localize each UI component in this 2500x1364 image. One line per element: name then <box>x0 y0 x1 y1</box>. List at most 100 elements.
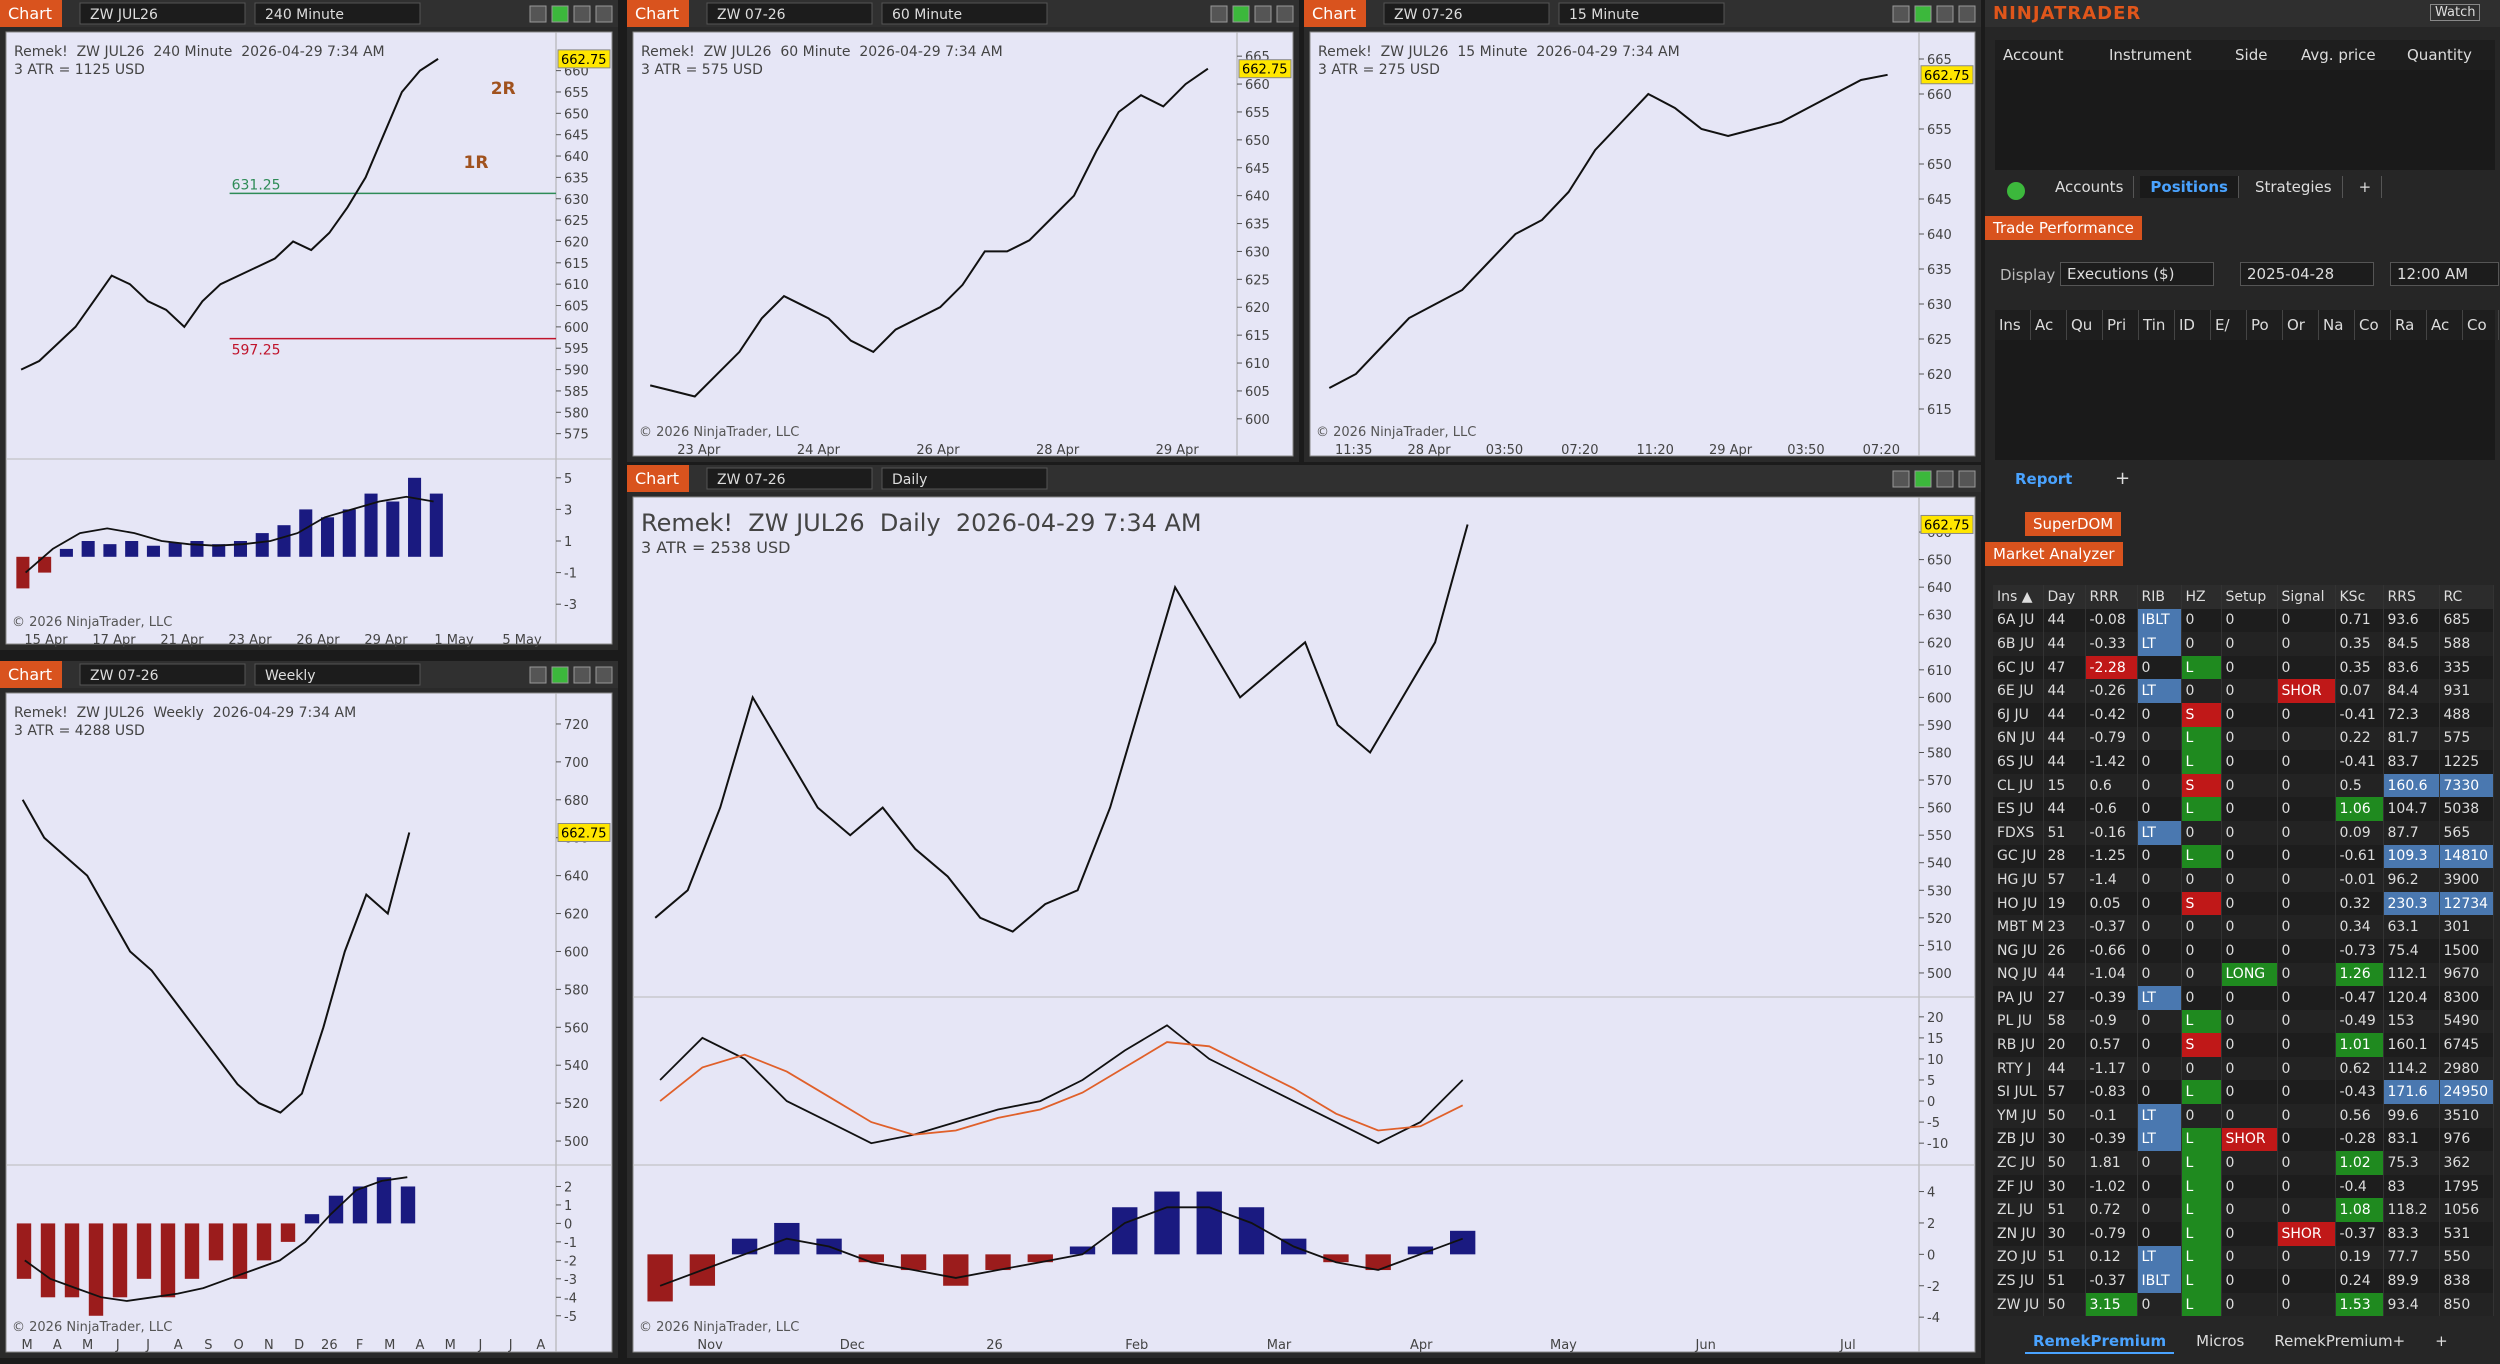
y-tick-label: 625 <box>564 214 589 229</box>
table-cell: SI JUL <box>1993 1080 2044 1105</box>
x-tick-label: J <box>478 1338 483 1353</box>
y-tick-label: 550 <box>1927 829 1952 844</box>
table-cell: 0 <box>2137 1174 2182 1199</box>
table-cell: L <box>2181 1174 2222 1199</box>
add-tab[interactable]: + <box>2115 468 2131 489</box>
table-cell: L <box>2181 1292 2222 1317</box>
table-cell: -0.43 <box>2335 1080 2384 1105</box>
y-tick-label: 5 <box>564 472 572 487</box>
y-tick-label: 615 <box>1245 329 1270 344</box>
table-cell: -0.79 <box>2085 1222 2138 1246</box>
window-control <box>1892 5 1910 23</box>
table-cell: 0.05 <box>2085 891 2138 916</box>
y-tick-label: 650 <box>1245 134 1270 149</box>
table-cell: ES JU <box>1993 797 2044 821</box>
table-cell: -1.17 <box>2085 1056 2138 1081</box>
histogram-bar <box>304 1214 320 1224</box>
y-tick-label: 615 <box>1927 403 1952 418</box>
table-cell: 75.4 <box>2383 938 2440 963</box>
table-cell: 0 <box>2277 868 2336 892</box>
table-cell: NQ JU <box>1993 962 2044 987</box>
column-header: Day <box>2043 585 2086 609</box>
histogram-bar <box>190 541 204 557</box>
table-cell: 850 <box>2439 1292 2494 1317</box>
table-cell: 0.32 <box>2335 891 2384 916</box>
y-tick-label: 655 <box>1927 123 1952 138</box>
table-cell: 0.62 <box>2335 1056 2384 1081</box>
tab[interactable]: Micros <box>2196 1332 2245 1350</box>
table-cell: 0 <box>2277 1127 2336 1152</box>
table-cell: L <box>2181 1009 2222 1034</box>
table-cell: 0.19 <box>2335 1245 2384 1270</box>
table-cell: 27 <box>2043 986 2086 1010</box>
table-row: ZN JU 30 -0.79 0 L 0 SHOR -0.37 83.3 531 <box>1993 1222 2494 1246</box>
table-cell: 1.08 <box>2335 1198 2384 1223</box>
y-tick-label: 530 <box>1927 884 1952 899</box>
table-cell: 0 <box>2221 750 2278 774</box>
histogram-bar <box>985 1254 1011 1271</box>
x-tick-label: F <box>356 1338 363 1353</box>
table-row: PL JU 58 -0.9 0 L 0 0 -0.49 153 5490 <box>1993 1009 2494 1034</box>
x-tick-label: Nov <box>697 1338 723 1353</box>
tab[interactable]: Report <box>2015 470 2073 488</box>
table-cell: 51 <box>2043 1198 2086 1223</box>
atr-label: 3 ATR = 2538 USD <box>641 538 790 557</box>
tab[interactable]: Strategies <box>2245 176 2343 198</box>
table-cell: 0 <box>2181 986 2222 1010</box>
dropdown[interactable]: Executions ($) <box>2060 262 2214 286</box>
table-cell: ZL JU <box>1993 1198 2044 1223</box>
table-cell: 0 <box>2221 797 2278 821</box>
y-tick-label: -2 <box>564 1254 577 1269</box>
tab[interactable]: RemekPremium <box>2025 1330 2175 1354</box>
y-tick-label: 680 <box>564 794 589 809</box>
tab[interactable]: Positions <box>2140 176 2239 198</box>
histogram-bar <box>59 548 73 557</box>
chart-area: Chart ZW JUL26 240 Minute 575 580 585 590 595 60… <box>0 0 1981 1358</box>
table-cell: -0.16 <box>2085 820 2138 845</box>
time-picker[interactable]: 12:00 AM <box>2390 262 2499 286</box>
chart-button <box>0 0 62 27</box>
table-cell: 6N JU <box>1993 726 2044 751</box>
watch-button[interactable]: Watch <box>2430 4 2481 21</box>
table-cell: 51 <box>2043 820 2086 845</box>
table-cell: 0 <box>2137 962 2182 987</box>
tab[interactable]: RemekPremium+ <box>2274 1332 2406 1350</box>
table-cell: PA JU <box>1993 986 2044 1010</box>
table-cell: 15 <box>2043 773 2086 798</box>
table-cell: MBT M <box>1993 915 2044 939</box>
x-tick-label: 24 Apr <box>797 443 841 458</box>
chart-canvas <box>1309 31 1976 457</box>
y-tick-label: 540 <box>1927 857 1952 872</box>
y-tick-label: 1 <box>564 1199 572 1214</box>
table-cell: 0 <box>2277 1104 2336 1128</box>
table-cell: ZC JU <box>1993 1151 2044 1175</box>
table-cell: 51 <box>2043 1245 2086 1270</box>
table-cell: ZN JU <box>1993 1222 2044 1246</box>
timeframe-box <box>254 663 421 686</box>
date-picker[interactable]: 2025-04-28 <box>2240 262 2374 286</box>
table-cell: 112.1 <box>2383 962 2440 987</box>
table-cell: L <box>2181 797 2222 821</box>
tab[interactable]: + <box>2435 1332 2448 1350</box>
histogram-bar <box>160 1223 176 1298</box>
histogram-bar <box>16 1223 32 1279</box>
y-tick-label: 585 <box>564 385 589 400</box>
x-tick-label: 23 Apr <box>228 633 272 648</box>
table-cell: 1795 <box>2439 1174 2494 1199</box>
y-tick-label: 500 <box>1927 967 1952 982</box>
tab[interactable]: + <box>2349 176 2383 198</box>
y-tick-label: 700 <box>564 756 589 771</box>
table-cell: ZB JU <box>1993 1127 2044 1152</box>
table-cell: 5038 <box>2439 797 2494 821</box>
table-cell: 0 <box>2221 1080 2278 1105</box>
column-header: Ins ▲ <box>1993 585 2044 609</box>
y-tick-label: 640 <box>564 150 589 165</box>
histogram-bar <box>1450 1230 1476 1255</box>
y-tick-label: 600 <box>1245 413 1270 428</box>
table-cell: 160.1 <box>2383 1033 2440 1057</box>
column-header: Ra <box>2391 310 2427 340</box>
tab[interactable]: Accounts <box>2045 176 2135 198</box>
table-cell: 1.26 <box>2335 962 2384 987</box>
table-cell: IBLT <box>2137 1269 2182 1293</box>
y-tick-label: 640 <box>1927 581 1952 596</box>
